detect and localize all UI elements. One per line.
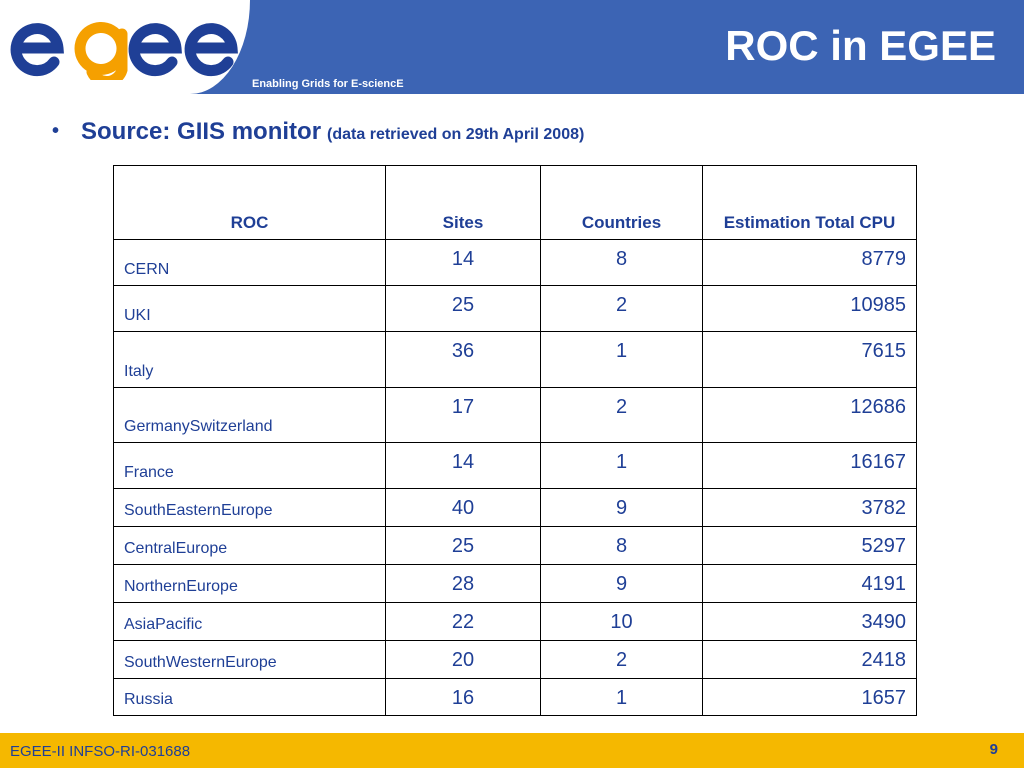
cell-cpu: 1657 (702, 678, 917, 716)
table-row: NorthernEurope 28 9 4191 (113, 564, 917, 603)
page-number: 9 (989, 741, 998, 758)
table-row: Italy 36 1 7615 (113, 331, 917, 388)
cell-cpu: 5297 (702, 526, 917, 565)
cell-roc: GermanySwitzerland (113, 387, 386, 443)
cell-countries: 1 (540, 678, 703, 716)
cell-cpu: 4191 (702, 564, 917, 603)
cell-cpu: 7615 (702, 331, 917, 388)
cell-countries: 10 (540, 602, 703, 641)
egee-logo (10, 22, 238, 80)
cell-sites: 14 (385, 239, 541, 286)
cell-cpu: 2418 (702, 640, 917, 679)
roc-table-container: ROC Sites Countries Estimation Total CPU… (113, 165, 917, 716)
cell-cpu: 8779 (702, 239, 917, 286)
header-band: Enabling Grids for E-sciencE ROC in EGEE (0, 0, 1024, 94)
cell-roc: Italy (113, 331, 386, 388)
roc-table: ROC Sites Countries Estimation Total CPU… (113, 165, 917, 716)
cell-roc: NorthernEurope (113, 564, 386, 603)
table-row: CentralEurope 25 8 5297 (113, 526, 917, 565)
footer-band: EGEE-II INFSO-RI-031688 9 (0, 733, 1024, 768)
cell-sites: 25 (385, 285, 541, 332)
table-row: SouthEasternEurope 40 9 3782 (113, 488, 917, 527)
slide-title: ROC in EGEE (725, 22, 996, 69)
logo-panel (0, 0, 250, 94)
table-row: France 14 1 16167 (113, 442, 917, 489)
table-row: UKI 25 2 10985 (113, 285, 917, 332)
table-body: CERN 14 8 8779 UKI 25 2 10985 Italy 36 1… (113, 239, 917, 716)
cell-sites: 22 (385, 602, 541, 641)
cell-roc: CentralEurope (113, 526, 386, 565)
cell-sites: 20 (385, 640, 541, 679)
table-row: CERN 14 8 8779 (113, 239, 917, 286)
header-countries: Countries (540, 165, 703, 240)
header-roc: ROC (113, 165, 386, 240)
cell-sites: 16 (385, 678, 541, 716)
cell-countries: 1 (540, 331, 703, 388)
cell-roc: SouthWesternEurope (113, 640, 386, 679)
cell-sites: 14 (385, 442, 541, 489)
cell-sites: 25 (385, 526, 541, 565)
cell-countries: 1 (540, 442, 703, 489)
header-cpu: Estimation Total CPU (702, 165, 917, 240)
tagline: Enabling Grids for E-sciencE (252, 78, 404, 90)
source-date-note: (data retrieved on 29th April 2008) (327, 126, 585, 143)
cell-sites: 17 (385, 387, 541, 443)
cell-countries: 2 (540, 640, 703, 679)
cell-cpu: 16167 (702, 442, 917, 489)
cell-sites: 28 (385, 564, 541, 603)
cell-roc: SouthEasternEurope (113, 488, 386, 527)
cell-cpu: 3490 (702, 602, 917, 641)
cell-countries: 9 (540, 488, 703, 527)
source-label: Source: GIIS monitor (81, 118, 322, 145)
bullet-dot-icon: • (52, 120, 60, 142)
source-bullet: • Source: GIIS monitor (data retrieved on … (52, 118, 584, 146)
table-row: GermanySwitzerland 17 2 12686 (113, 387, 917, 443)
cell-countries: 9 (540, 564, 703, 603)
table-row: SouthWesternEurope 20 2 2418 (113, 640, 917, 679)
cell-roc: AsiaPacific (113, 602, 386, 641)
cell-countries: 2 (540, 387, 703, 443)
footer-project-id: EGEE-II INFSO-RI-031688 (10, 743, 191, 760)
table-row: Russia 16 1 1657 (113, 678, 917, 716)
cell-roc: UKI (113, 285, 386, 332)
cell-sites: 40 (385, 488, 541, 527)
cell-countries: 8 (540, 526, 703, 565)
cell-sites: 36 (385, 331, 541, 388)
cell-countries: 8 (540, 239, 703, 286)
cell-cpu: 10985 (702, 285, 917, 332)
cell-cpu: 12686 (702, 387, 917, 443)
cell-cpu: 3782 (702, 488, 917, 527)
table-row: AsiaPacific 22 10 3490 (113, 602, 917, 641)
table-header-row: ROC Sites Countries Estimation Total CPU (113, 165, 917, 240)
cell-roc: CERN (113, 239, 386, 286)
cell-roc: France (113, 442, 386, 489)
header-sites: Sites (385, 165, 541, 240)
cell-roc: Russia (113, 678, 386, 716)
cell-countries: 2 (540, 285, 703, 332)
